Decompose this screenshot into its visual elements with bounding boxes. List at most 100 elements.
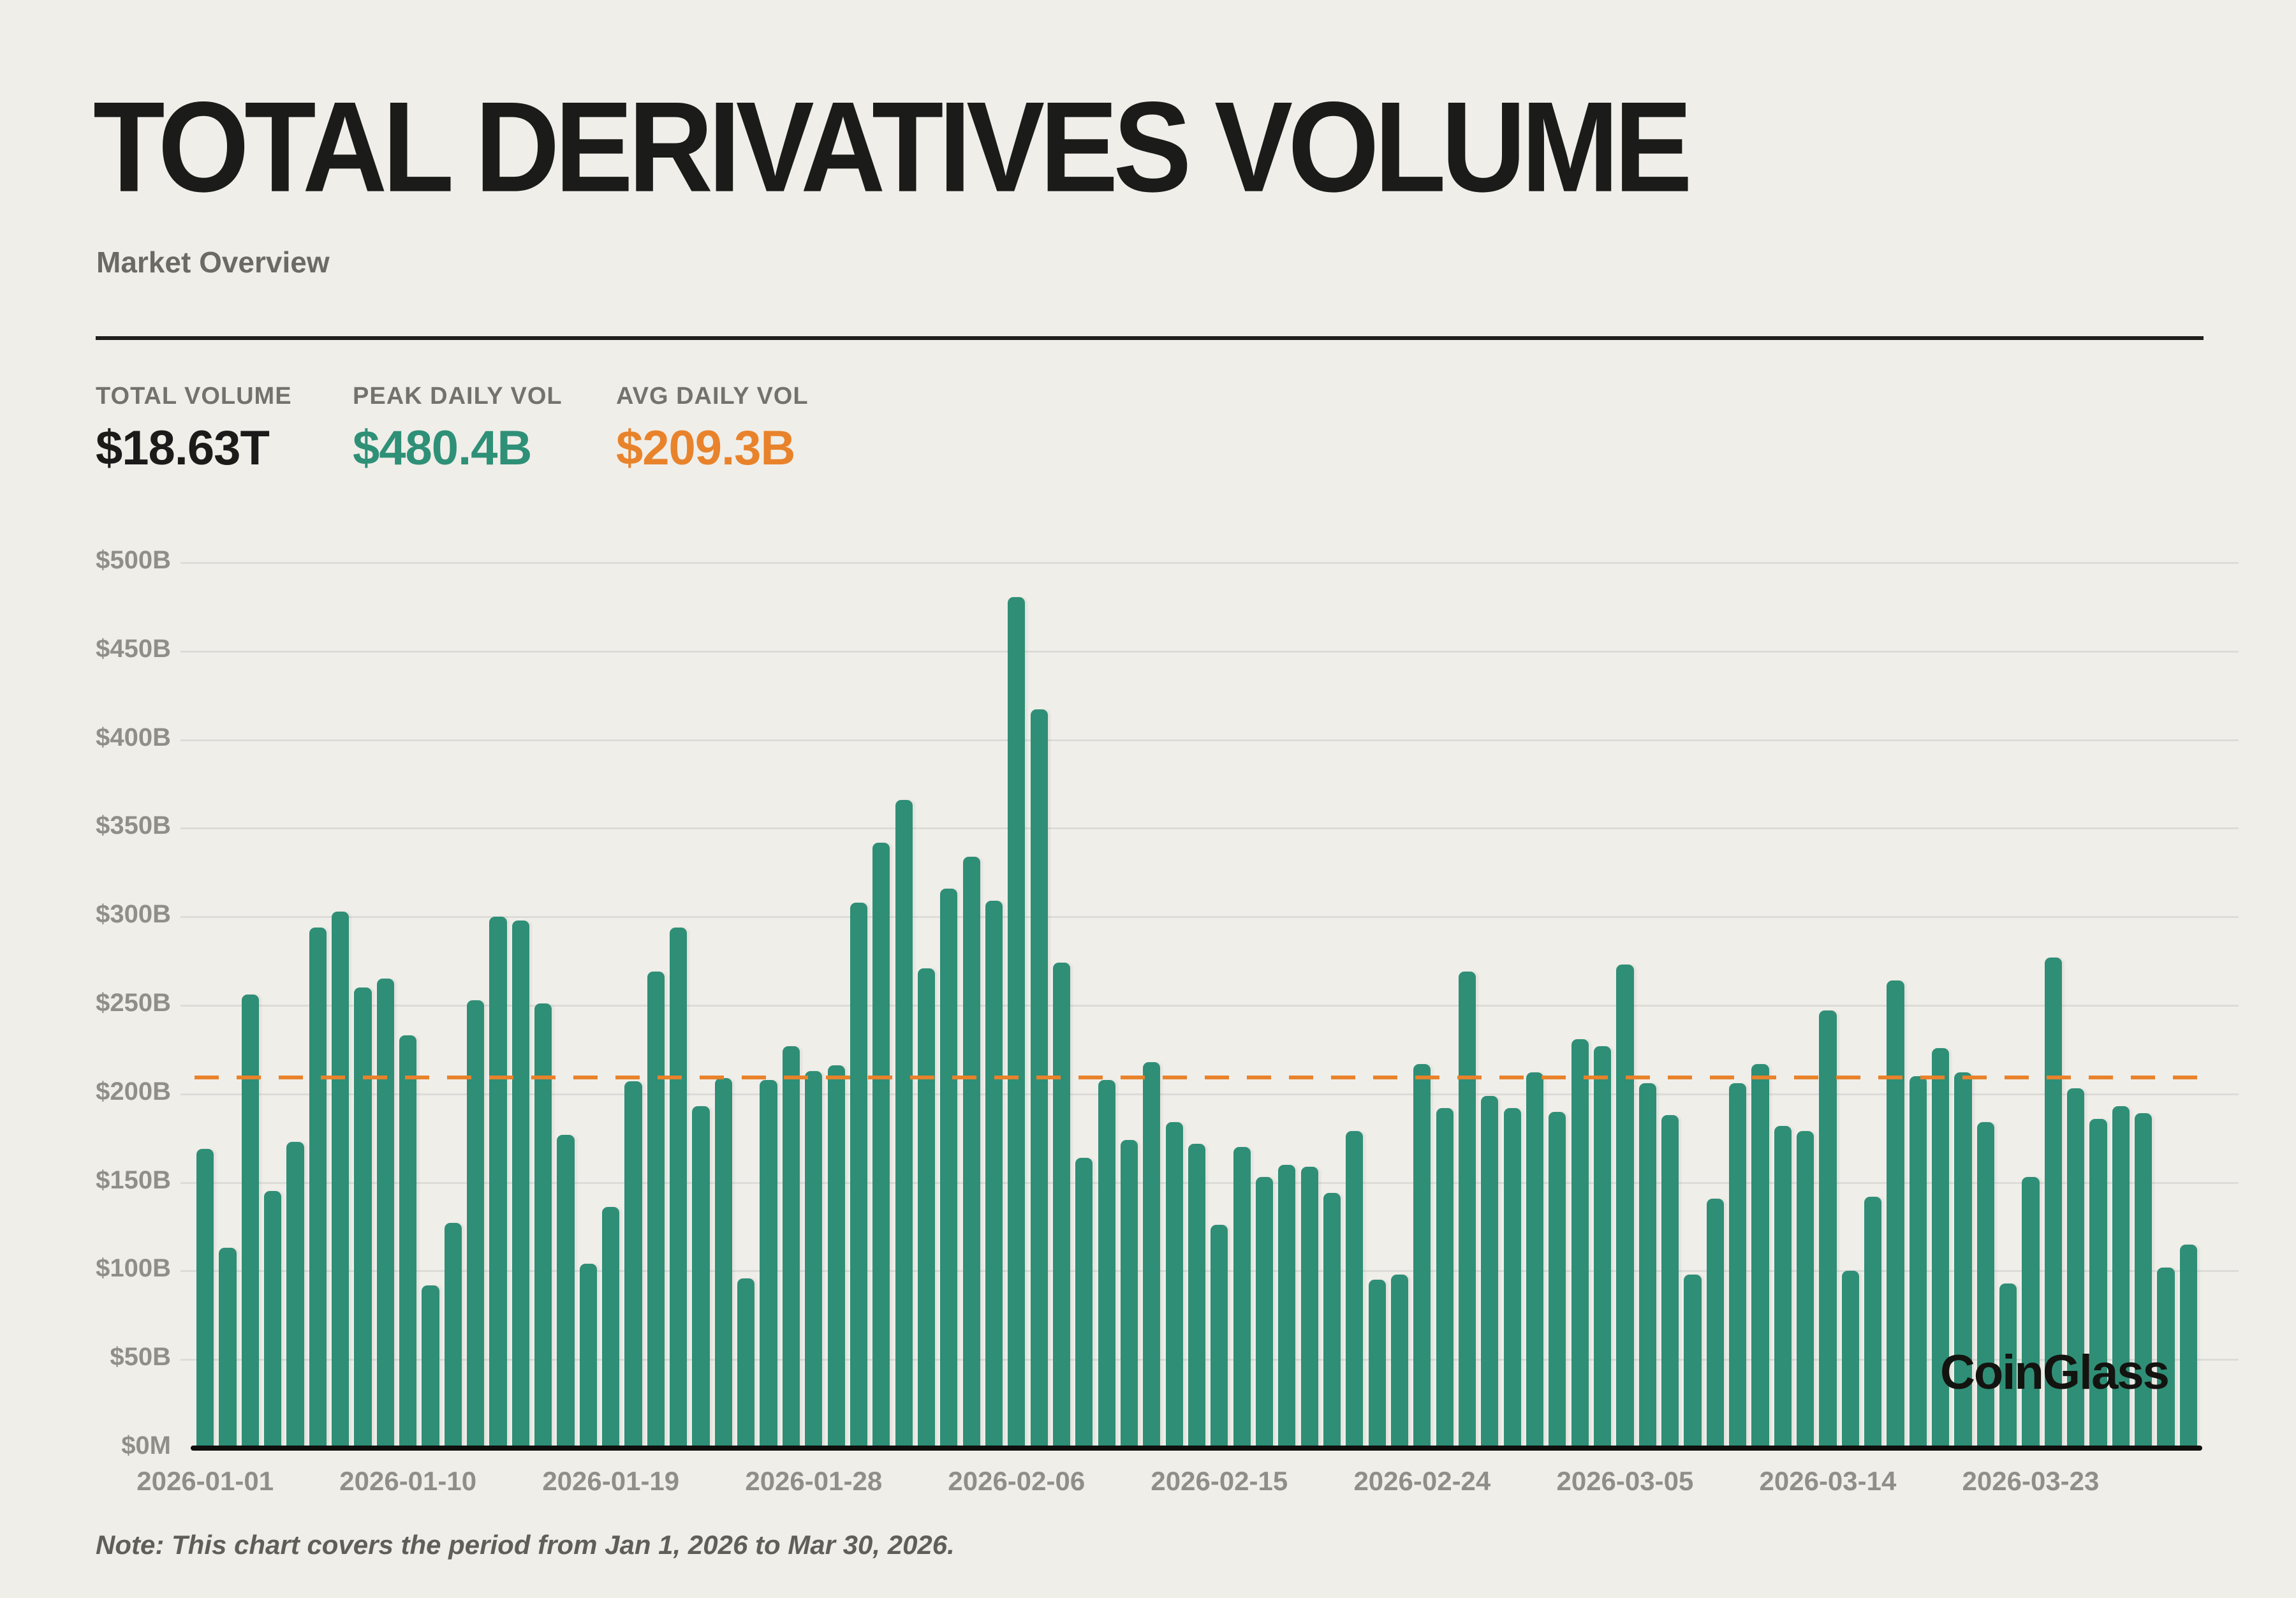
stat-peak-daily-vol: PEAK DAILY VOL $480.4B (353, 383, 563, 476)
bar (1075, 1157, 1093, 1448)
x-axis-label: 2026-01-28 (745, 1466, 883, 1496)
bar (1436, 1108, 1453, 1448)
bar (1526, 1072, 1544, 1448)
bar (670, 927, 688, 1448)
bar (579, 1264, 597, 1448)
bar (1999, 1283, 2017, 1448)
bar (602, 1207, 620, 1448)
bar (1751, 1063, 1769, 1448)
bar (2022, 1177, 2040, 1448)
bar (692, 1106, 710, 1448)
bar (219, 1248, 237, 1448)
gridline (180, 1093, 2239, 1095)
bar (2112, 1106, 2130, 1448)
x-axis-label: 2026-03-23 (1962, 1466, 2100, 1496)
bar (332, 911, 350, 1448)
bar (1819, 1010, 1837, 1448)
bar (1323, 1193, 1341, 1448)
bar (1976, 1122, 1994, 1448)
bar (805, 1070, 823, 1448)
bar (1549, 1111, 1566, 1448)
bar (624, 1081, 642, 1448)
bar (1864, 1196, 1882, 1448)
bar (309, 927, 327, 1448)
bar (1932, 1047, 1950, 1448)
bar (1954, 1072, 1972, 1448)
bar (850, 902, 868, 1448)
stat-avg-daily-vol-value: $209.3B (616, 421, 795, 475)
bar (895, 799, 913, 1448)
y-axis-label: $300B (96, 900, 171, 929)
bar (1346, 1131, 1364, 1448)
y-axis-label: $150B (96, 1165, 171, 1194)
bar (1774, 1125, 1792, 1448)
bar (241, 995, 259, 1448)
bar (422, 1285, 439, 1448)
bar (489, 917, 507, 1448)
bar (511, 920, 529, 1448)
bar (782, 1046, 800, 1448)
bar (1887, 980, 1904, 1448)
bar (985, 901, 1003, 1448)
y-axis-label: $400B (96, 723, 171, 751)
bar (1098, 1079, 1115, 1448)
x-axis-label: 2026-03-14 (1759, 1466, 1897, 1496)
bar (1706, 1198, 1724, 1448)
x-axis-label: 2026-01-10 (339, 1466, 477, 1496)
y-axis-label: $100B (96, 1254, 171, 1283)
bar (1481, 1095, 1499, 1448)
bar (1841, 1271, 1859, 1448)
x-axis-line (191, 1446, 2202, 1451)
x-axis-label: 2026-01-19 (542, 1466, 680, 1496)
gridline (180, 1181, 2239, 1184)
bar (1684, 1274, 1702, 1448)
stat-total-volume-value: $18.63T (96, 421, 270, 475)
y-axis-label: $0M (121, 1432, 171, 1460)
bar (1458, 972, 1476, 1448)
bar (399, 1035, 417, 1448)
y-axis-label: $250B (96, 989, 171, 1017)
bar (1211, 1225, 1228, 1448)
bar (737, 1278, 755, 1448)
bar (1638, 1083, 1656, 1448)
bar (376, 979, 394, 1448)
bar (467, 1000, 485, 1448)
bar (2157, 1267, 2175, 1448)
y-axis-label: $450B (96, 634, 171, 663)
bar (1165, 1122, 1183, 1448)
bar (1503, 1108, 1521, 1448)
bar (1278, 1164, 1296, 1448)
bar (1571, 1039, 1589, 1448)
y-axis-label: $350B (96, 811, 171, 840)
average-line (195, 1075, 2197, 1079)
bar (2179, 1244, 2197, 1448)
gridline (180, 1005, 2239, 1007)
bar (1593, 1046, 1612, 1448)
bar (827, 1065, 845, 1448)
bar (1120, 1139, 1138, 1448)
bar (1390, 1274, 1409, 1448)
x-axis-label: 2026-03-05 (1556, 1466, 1694, 1496)
bar (286, 1141, 304, 1448)
bar (1909, 1076, 1927, 1448)
bar (1143, 1062, 1161, 1448)
bar (1616, 965, 1634, 1448)
bar (1413, 1063, 1431, 1448)
stat-total-volume-label: TOTAL VOLUME (96, 383, 292, 410)
bar (2135, 1113, 2152, 1448)
bar (557, 1134, 575, 1448)
x-axis-label: 2026-01-01 (136, 1466, 274, 1496)
bar (1796, 1131, 1814, 1448)
bar (534, 1003, 552, 1448)
stat-avg-daily-vol: AVG DAILY VOL $209.3B (616, 383, 809, 476)
bar (714, 1077, 733, 1448)
gridline (180, 650, 2239, 653)
bar (1233, 1147, 1251, 1448)
bar (940, 888, 958, 1448)
bar (1661, 1115, 1679, 1448)
bar (917, 968, 936, 1448)
stat-total-volume: TOTAL VOLUME $18.63T (96, 383, 292, 476)
x-axis-label: 2026-02-24 (1353, 1466, 1491, 1496)
bar (872, 842, 890, 1448)
